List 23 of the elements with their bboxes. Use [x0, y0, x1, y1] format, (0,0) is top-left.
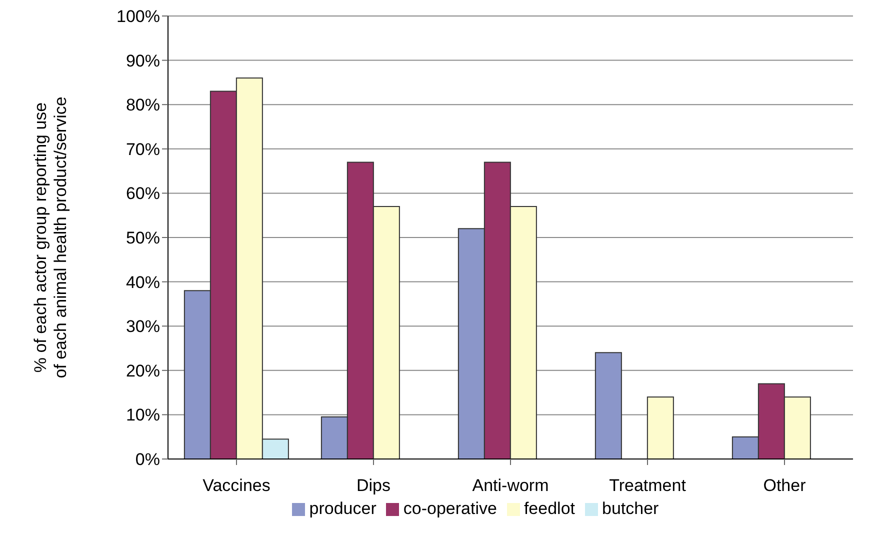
x-tick-label: Other [763, 476, 806, 496]
bar [646, 396, 674, 459]
y-axis-title: % of each actor group reporting use of each animal health product/service [31, 96, 70, 378]
y-tick-label: 90% [126, 51, 160, 70]
legend-label: co-operative [403, 499, 497, 518]
y-tick-label: 70% [126, 140, 160, 159]
x-tick-label: Dips [356, 476, 391, 496]
x-tick-label: Anti-worm [472, 476, 549, 496]
legend-label: feedlot [524, 499, 575, 518]
y-tick-label: 100% [116, 7, 160, 26]
legend-label: butcher [602, 499, 659, 518]
y-tick-label: 10% [126, 406, 160, 425]
x-tick-label: Vaccines [202, 476, 270, 496]
y-tick-label: 80% [126, 96, 160, 115]
bar [594, 352, 622, 459]
y-tick-label: 40% [126, 272, 160, 292]
x-tick-label: Treatment [609, 476, 686, 496]
y-tick-label: 50% [126, 228, 160, 248]
y-tick-label: 30% [126, 317, 160, 336]
y-tick-label: 60% [126, 184, 160, 204]
y-tick-label: 0% [135, 450, 160, 470]
y-tick-label: 20% [126, 361, 160, 380]
legend-label: producer [309, 499, 376, 518]
